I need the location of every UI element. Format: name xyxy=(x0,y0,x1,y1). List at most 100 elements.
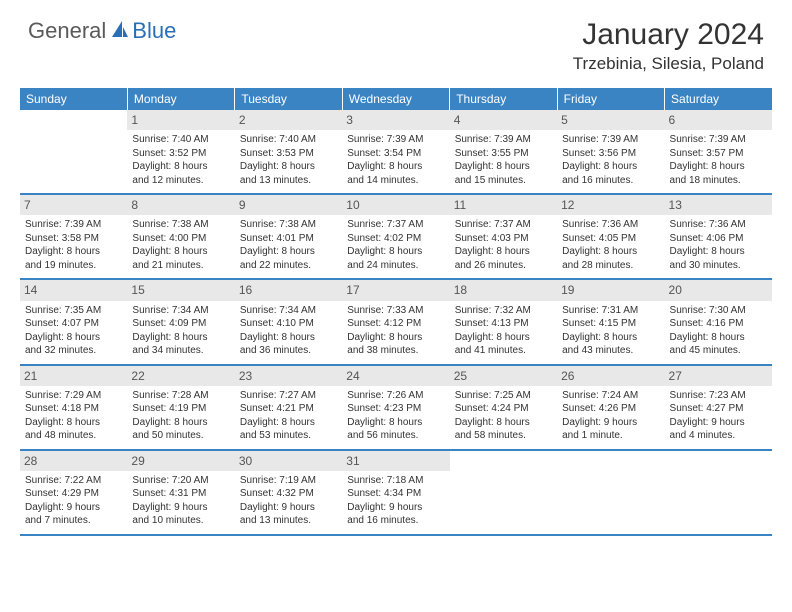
sunrise-line: Sunrise: 7:27 AM xyxy=(240,389,337,403)
week-row: 28Sunrise: 7:22 AMSunset: 4:29 PMDayligh… xyxy=(20,450,772,535)
day-cell: 27Sunrise: 7:23 AMSunset: 4:27 PMDayligh… xyxy=(665,365,772,450)
sunset-line: Sunset: 4:06 PM xyxy=(670,232,767,246)
dow-label: Tuesday xyxy=(241,92,287,106)
daylight-line-1: Daylight: 8 hours xyxy=(455,245,552,259)
dow-header-cell: Monday xyxy=(127,88,234,110)
daylight-line-1: Daylight: 8 hours xyxy=(670,331,767,345)
sunrise-line: Sunrise: 7:39 AM xyxy=(562,133,659,147)
sunrise-line: Sunrise: 7:36 AM xyxy=(562,218,659,232)
sunset-line: Sunset: 4:13 PM xyxy=(455,317,552,331)
week-row: 7Sunrise: 7:39 AMSunset: 3:58 PMDaylight… xyxy=(20,194,772,279)
sunset-line: Sunset: 4:27 PM xyxy=(670,402,767,416)
daylight-line-1: Daylight: 9 hours xyxy=(25,501,122,515)
day-number: 14 xyxy=(20,280,127,300)
daylight-line-1: Daylight: 8 hours xyxy=(455,331,552,345)
day-number: 19 xyxy=(557,280,664,300)
daylight-line-2: and 24 minutes. xyxy=(347,259,444,273)
sunrise-line: Sunrise: 7:34 AM xyxy=(132,304,229,318)
sunset-line: Sunset: 3:57 PM xyxy=(670,147,767,161)
day-number: 5 xyxy=(557,110,664,130)
sunrise-line: Sunrise: 7:31 AM xyxy=(562,304,659,318)
sunset-line: Sunset: 3:55 PM xyxy=(455,147,552,161)
day-number: 16 xyxy=(235,280,342,300)
daylight-line-1: Daylight: 8 hours xyxy=(347,416,444,430)
day-number: 23 xyxy=(235,366,342,386)
daylight-line-1: Daylight: 8 hours xyxy=(25,416,122,430)
day-cell: 24Sunrise: 7:26 AMSunset: 4:23 PMDayligh… xyxy=(342,365,449,450)
dow-label: Monday xyxy=(134,92,177,106)
sunrise-line: Sunrise: 7:36 AM xyxy=(670,218,767,232)
sunrise-line: Sunrise: 7:37 AM xyxy=(347,218,444,232)
daylight-line-2: and 14 minutes. xyxy=(347,174,444,188)
sunrise-line: Sunrise: 7:40 AM xyxy=(132,133,229,147)
sunset-line: Sunset: 4:03 PM xyxy=(455,232,552,246)
daylight-line-1: Daylight: 9 hours xyxy=(562,416,659,430)
daylight-line-1: Daylight: 8 hours xyxy=(670,160,767,174)
sunrise-line: Sunrise: 7:39 AM xyxy=(670,133,767,147)
sunrise-line: Sunrise: 7:26 AM xyxy=(347,389,444,403)
day-cell: 1Sunrise: 7:40 AMSunset: 3:52 PMDaylight… xyxy=(127,110,234,194)
sunset-line: Sunset: 4:32 PM xyxy=(240,487,337,501)
dow-label: Friday xyxy=(564,92,597,106)
sunset-line: Sunset: 4:00 PM xyxy=(132,232,229,246)
daylight-line-2: and 19 minutes. xyxy=(25,259,122,273)
daylight-line-2: and 30 minutes. xyxy=(670,259,767,273)
sunrise-line: Sunrise: 7:38 AM xyxy=(132,218,229,232)
daylight-line-1: Daylight: 8 hours xyxy=(25,245,122,259)
sunset-line: Sunset: 4:05 PM xyxy=(562,232,659,246)
daylight-line-1: Daylight: 8 hours xyxy=(455,160,552,174)
daylight-line-2: and 58 minutes. xyxy=(455,429,552,443)
daylight-line-2: and 34 minutes. xyxy=(132,344,229,358)
day-cell: 8Sunrise: 7:38 AMSunset: 4:00 PMDaylight… xyxy=(127,194,234,279)
sunrise-line: Sunrise: 7:18 AM xyxy=(347,474,444,488)
week-row: 21Sunrise: 7:29 AMSunset: 4:18 PMDayligh… xyxy=(20,365,772,450)
day-cell: 30Sunrise: 7:19 AMSunset: 4:32 PMDayligh… xyxy=(235,450,342,535)
daylight-line-1: Daylight: 8 hours xyxy=(25,331,122,345)
daylight-line-1: Daylight: 8 hours xyxy=(240,416,337,430)
day-cell: 21Sunrise: 7:29 AMSunset: 4:18 PMDayligh… xyxy=(20,365,127,450)
dow-label: Sunday xyxy=(26,92,67,106)
sunset-line: Sunset: 4:18 PM xyxy=(25,402,122,416)
brand-part1: General xyxy=(28,18,106,44)
day-cell: 16Sunrise: 7:34 AMSunset: 4:10 PMDayligh… xyxy=(235,279,342,364)
daylight-line-2: and 10 minutes. xyxy=(132,514,229,528)
day-cell xyxy=(20,110,127,194)
sunset-line: Sunset: 4:29 PM xyxy=(25,487,122,501)
day-number: 2 xyxy=(235,110,342,130)
day-cell: 11Sunrise: 7:37 AMSunset: 4:03 PMDayligh… xyxy=(450,194,557,279)
day-cell: 20Sunrise: 7:30 AMSunset: 4:16 PMDayligh… xyxy=(665,279,772,364)
brand-part2: Blue xyxy=(132,18,176,44)
sunset-line: Sunset: 4:09 PM xyxy=(132,317,229,331)
brand-logo: General Blue xyxy=(28,18,176,44)
dow-header-cell: Wednesday xyxy=(342,88,449,110)
sunset-line: Sunset: 4:26 PM xyxy=(562,402,659,416)
daylight-line-1: Daylight: 9 hours xyxy=(670,416,767,430)
day-number: 20 xyxy=(665,280,772,300)
day-cell: 17Sunrise: 7:33 AMSunset: 4:12 PMDayligh… xyxy=(342,279,449,364)
sunrise-line: Sunrise: 7:39 AM xyxy=(455,133,552,147)
sunset-line: Sunset: 4:24 PM xyxy=(455,402,552,416)
sunrise-line: Sunrise: 7:25 AM xyxy=(455,389,552,403)
sunrise-line: Sunrise: 7:29 AM xyxy=(25,389,122,403)
dow-header-row: SundayMondayTuesdayWednesdayThursdayFrid… xyxy=(20,88,772,110)
sail-icon xyxy=(110,19,130,44)
daylight-line-2: and 22 minutes. xyxy=(240,259,337,273)
day-number: 31 xyxy=(342,451,449,471)
daylight-line-2: and 16 minutes. xyxy=(347,514,444,528)
day-number: 7 xyxy=(20,195,127,215)
sunrise-line: Sunrise: 7:20 AM xyxy=(132,474,229,488)
daylight-line-1: Daylight: 8 hours xyxy=(240,331,337,345)
daylight-line-1: Daylight: 9 hours xyxy=(347,501,444,515)
sunrise-line: Sunrise: 7:35 AM xyxy=(25,304,122,318)
day-number: 17 xyxy=(342,280,449,300)
daylight-line-1: Daylight: 9 hours xyxy=(132,501,229,515)
sunrise-line: Sunrise: 7:22 AM xyxy=(25,474,122,488)
daylight-line-1: Daylight: 8 hours xyxy=(455,416,552,430)
daylight-line-1: Daylight: 8 hours xyxy=(132,331,229,345)
sunrise-line: Sunrise: 7:40 AM xyxy=(240,133,337,147)
dow-header-cell: Saturday xyxy=(665,88,772,110)
sunset-line: Sunset: 4:15 PM xyxy=(562,317,659,331)
calendar-table: SundayMondayTuesdayWednesdayThursdayFrid… xyxy=(20,88,772,536)
sunrise-line: Sunrise: 7:38 AM xyxy=(240,218,337,232)
daylight-line-2: and 13 minutes. xyxy=(240,174,337,188)
